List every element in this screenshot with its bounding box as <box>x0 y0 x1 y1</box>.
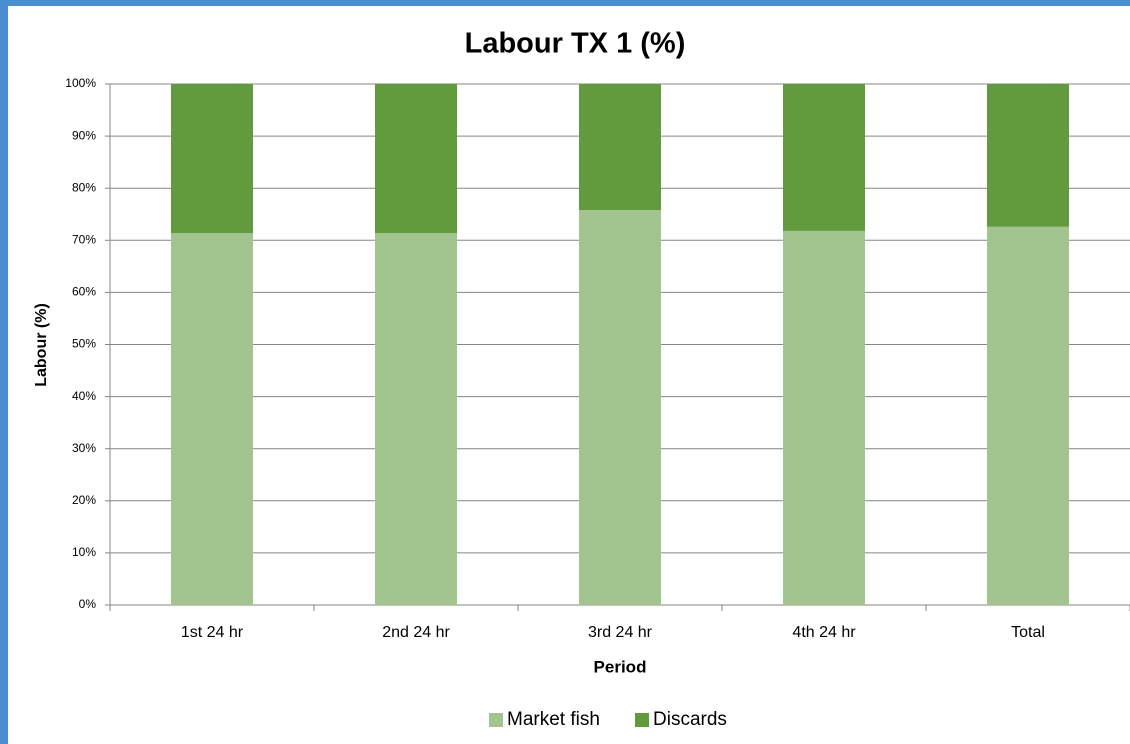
legend-swatch <box>635 713 649 727</box>
y-tick-label: 100% <box>65 76 96 90</box>
x-tick-label: Total <box>1011 624 1045 641</box>
bar-segment <box>783 84 865 231</box>
x-axis-label: Period <box>594 657 647 676</box>
bar-segment <box>987 226 1069 605</box>
x-tick-label: 1st 24 hr <box>181 624 244 641</box>
legend-swatch <box>489 713 503 727</box>
y-tick-label: 20% <box>72 493 96 507</box>
bar-segment <box>375 233 457 606</box>
y-tick-label: 30% <box>72 441 96 455</box>
y-tick-label: 70% <box>72 232 96 246</box>
y-tick-label: 60% <box>72 285 96 299</box>
x-tick-label: 2nd 24 hr <box>382 624 450 641</box>
bar-segment <box>171 233 253 606</box>
chart-title: Labour TX 1 (%) <box>465 28 686 60</box>
y-axis-label: Labour (%) <box>33 303 50 387</box>
bar-segment <box>375 84 457 234</box>
y-tick-label: 10% <box>72 545 96 559</box>
bar-segment <box>783 230 865 605</box>
y-tick-label: 90% <box>72 128 96 142</box>
bar-segment <box>171 84 253 234</box>
y-tick-label: 40% <box>72 389 96 403</box>
x-tick-label: 4th 24 hr <box>792 624 856 641</box>
y-tick-label: 50% <box>72 337 96 351</box>
legend-label: Market fish <box>507 709 600 730</box>
y-tick-label: 0% <box>79 597 97 611</box>
x-tick-label: 3rd 24 hr <box>588 624 653 641</box>
frame-top <box>0 0 1130 6</box>
frame-left <box>0 0 8 744</box>
bar-segment <box>579 210 661 605</box>
y-tick-label: 80% <box>72 180 96 194</box>
bar-segment <box>579 84 661 211</box>
legend-label: Discards <box>653 709 727 730</box>
bar-segment <box>987 84 1069 227</box>
